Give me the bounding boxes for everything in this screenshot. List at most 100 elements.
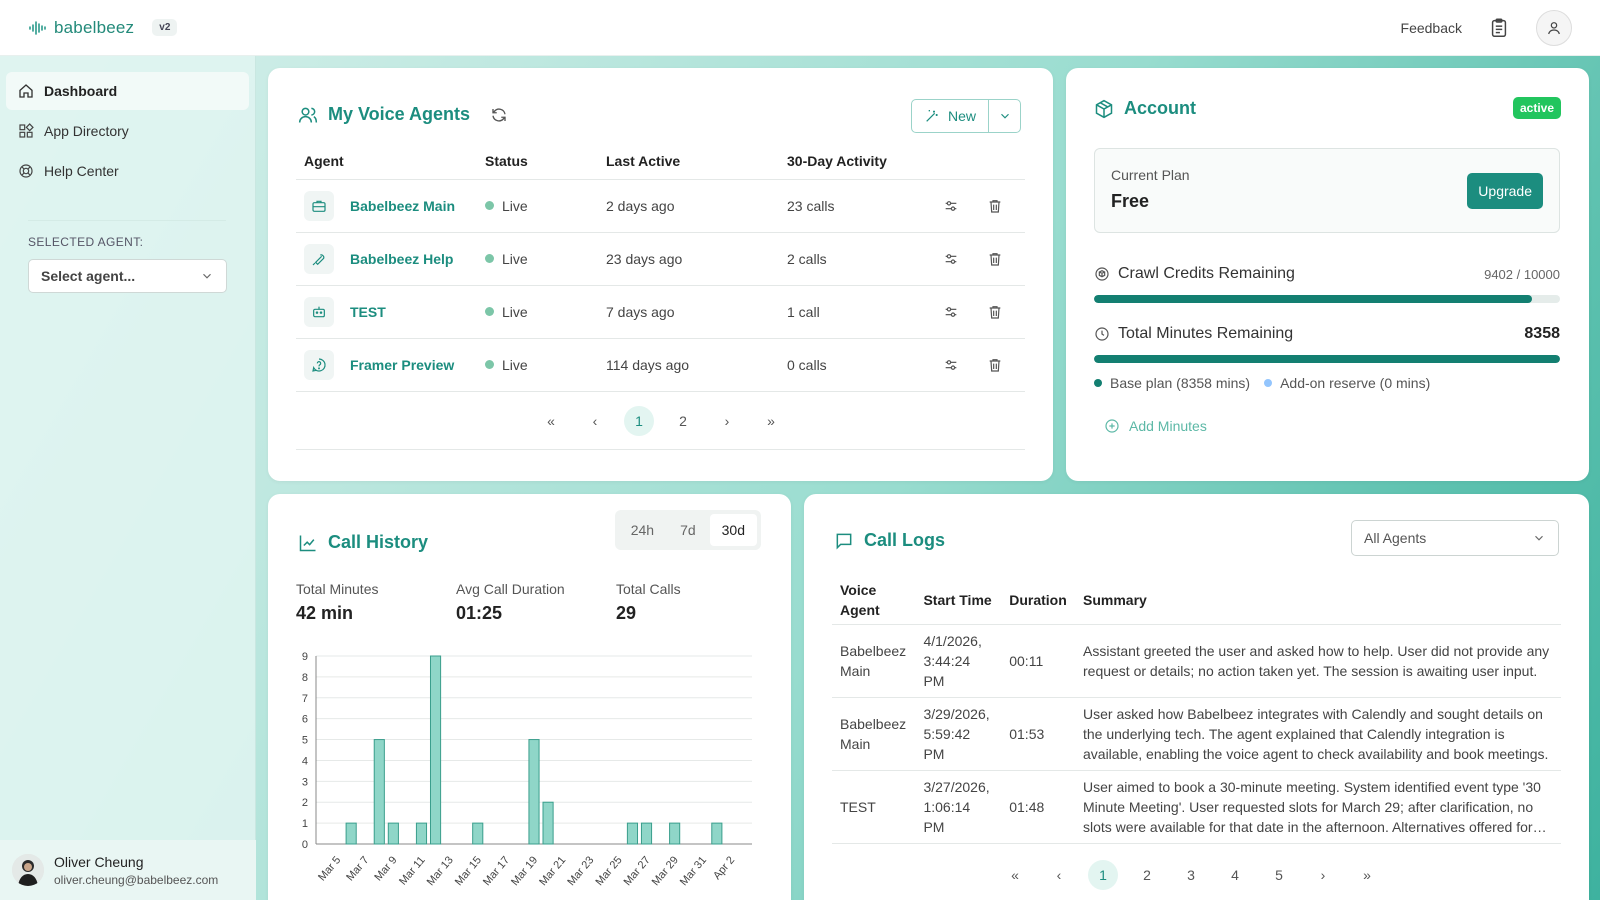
sidebar-item-app-directory[interactable]: App Directory [6, 112, 249, 150]
table-row[interactable]: TEST 3/27/2026, 1:06:14 PM 01:48 User ai… [832, 770, 1561, 844]
table-row[interactable]: Babelbeez Main Live 2 days ago 23 calls [296, 179, 1025, 233]
new-agent-dropdown[interactable] [989, 100, 1020, 132]
range-7d[interactable]: 7d [680, 522, 696, 538]
status-dot [485, 254, 494, 263]
table-row[interactable]: Babelbeez Main 3/29/2026, 5:59:42 PM 01:… [832, 697, 1561, 771]
last-page-icon[interactable]: » [767, 413, 775, 429]
last-page-icon[interactable]: » [1363, 867, 1371, 883]
chart-bar [345, 822, 357, 845]
trash-icon[interactable] [987, 357, 1003, 373]
activity: 23 calls [779, 179, 925, 233]
last-active: 114 days ago [598, 338, 779, 392]
status-dot [485, 360, 494, 369]
trash-icon[interactable] [987, 198, 1003, 214]
feedback-link[interactable]: Feedback [1400, 19, 1462, 36]
col-voice-agent: Voice Agent [832, 576, 916, 625]
settings-sliders-icon[interactable] [943, 251, 959, 267]
agent-select[interactable]: Select agent... [28, 259, 227, 293]
x-tick-label: Mar 5 [316, 854, 343, 883]
robot-icon [304, 296, 334, 327]
clipboard-icon[interactable] [1488, 17, 1510, 39]
add-minutes-label: Add Minutes [1129, 418, 1207, 434]
x-tick-label: Mar 17 [481, 854, 512, 888]
sidebar: Dashboard App Directory Help Center SELE… [0, 56, 256, 900]
profile-button[interactable] [1536, 9, 1572, 46]
help-circle-icon [304, 349, 334, 380]
chart-bar [640, 822, 653, 845]
user-profile[interactable]: Oliver Cheung oliver.cheung@babelbeez.co… [0, 840, 256, 900]
first-page-icon[interactable]: « [1011, 867, 1019, 883]
log-duration: 01:53 [1001, 697, 1075, 771]
soundwave-icon [29, 20, 46, 35]
page-button[interactable]: 1 [624, 406, 654, 436]
sidebar-item-dashboard[interactable]: Dashboard [6, 72, 249, 110]
page-button[interactable]: 3 [1187, 867, 1195, 883]
activity: 0 calls [779, 338, 925, 392]
activity: 2 calls [779, 232, 925, 286]
col-last-active: Last Active [598, 153, 779, 180]
x-tick-label: Mar 13 [425, 854, 456, 888]
agent-name[interactable]: TEST [350, 303, 386, 320]
x-tick-label: Mar 27 [622, 854, 653, 888]
settings-sliders-icon[interactable] [943, 304, 959, 320]
apps-icon [19, 123, 34, 138]
x-tick-label: Mar 23 [565, 854, 596, 888]
settings-sliders-icon[interactable] [943, 357, 959, 373]
minutes-meter: Total Minutes Remaining 8358 Base plan (… [1094, 325, 1560, 391]
agent-name[interactable]: Babelbeez Help [350, 250, 454, 267]
status-dot [485, 307, 494, 316]
agent-name[interactable]: Framer Preview [350, 356, 455, 373]
briefcase-icon [304, 190, 334, 221]
chart-bar [542, 801, 554, 845]
user-icon [1548, 21, 1560, 34]
new-agent-split-button: New [910, 99, 1021, 133]
settings-sliders-icon[interactable] [943, 198, 959, 214]
status-text: Live [502, 250, 528, 267]
call-logs-header: Call Logs [834, 530, 945, 551]
credits-bar [1094, 295, 1560, 303]
sidebar-item-help-center[interactable]: Help Center [6, 152, 249, 190]
page-button[interactable]: 1 [1088, 860, 1118, 890]
chevron-down-icon [203, 273, 211, 279]
page-button[interactable]: 5 [1275, 867, 1283, 883]
refresh-icon[interactable] [490, 106, 508, 124]
chart-bar [387, 822, 399, 845]
range-24h[interactable]: 24h [630, 522, 655, 538]
brand-logo[interactable]: babelbeez [28, 18, 134, 38]
plan-value: Free [1111, 191, 1150, 211]
range-30d[interactable]: 30d [709, 514, 757, 546]
last-active: 2 days ago [598, 179, 779, 233]
sidebar-item-label: Help Center [44, 163, 119, 179]
crawl-credits-meter: Crawl Credits Remaining 9402 / 10000 [1094, 265, 1560, 303]
chevron-down-icon [1535, 535, 1543, 541]
prev-page-icon[interactable]: ‹ [592, 413, 598, 429]
account-card: Account active Current Plan Free Upgrade… [1066, 68, 1589, 481]
table-row[interactable]: Babelbeez Help Live 23 days ago 2 calls [296, 232, 1025, 286]
page-button[interactable]: 4 [1231, 867, 1239, 883]
add-minutes-button[interactable]: Add Minutes [1104, 418, 1207, 434]
new-agent-button[interactable]: New [912, 100, 989, 132]
y-tick-label: 4 [302, 755, 308, 767]
upgrade-button[interactable]: Upgrade [1467, 173, 1543, 209]
next-page-icon[interactable]: › [724, 413, 730, 429]
page-button[interactable]: 2 [1143, 867, 1151, 883]
trash-icon[interactable] [987, 304, 1003, 320]
x-tick-label: Mar 19 [509, 854, 540, 888]
log-start: 4/1/2026, 3:44:24 PM [915, 624, 1002, 698]
col-duration: Duration [1001, 576, 1075, 625]
agent-filter-select[interactable]: All Agents [1351, 520, 1559, 556]
log-agent: TEST [832, 770, 916, 844]
next-page-icon[interactable]: › [1320, 867, 1326, 883]
table-row[interactable]: Framer Preview Live 114 days ago 0 calls [296, 338, 1025, 392]
prev-page-icon[interactable]: ‹ [1056, 867, 1062, 883]
plus-circle-icon [1105, 419, 1119, 433]
x-tick-label: Mar 11 [397, 854, 428, 887]
trash-icon[interactable] [987, 251, 1003, 267]
agent-name[interactable]: Babelbeez Main [350, 197, 456, 214]
table-row[interactable]: Babelbeez Main 4/1/2026, 3:44:24 PM 00:1… [832, 624, 1561, 698]
credits-label: Crawl Credits Remaining [1118, 265, 1295, 282]
first-page-icon[interactable]: « [547, 413, 555, 429]
legend-base-plan: Base plan (8358 mins) [1094, 375, 1250, 391]
page-button[interactable]: 2 [679, 413, 687, 429]
table-row[interactable]: TEST Live 7 days ago 1 call [296, 285, 1025, 339]
